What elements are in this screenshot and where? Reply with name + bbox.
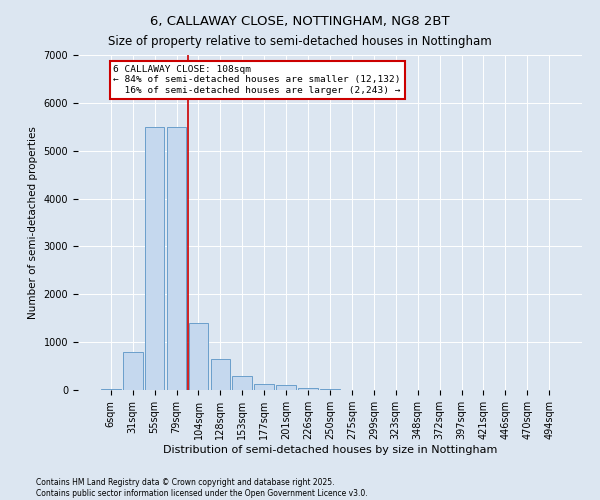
Bar bbox=[123, 352, 143, 390]
Text: Contains HM Land Registry data © Crown copyright and database right 2025.
Contai: Contains HM Land Registry data © Crown c… bbox=[36, 478, 368, 498]
Bar bbox=[101, 388, 121, 390]
Y-axis label: Number of semi-detached properties: Number of semi-detached properties bbox=[28, 126, 38, 319]
Bar bbox=[298, 388, 318, 390]
Bar bbox=[276, 385, 296, 390]
Bar bbox=[232, 376, 252, 390]
Bar bbox=[145, 127, 164, 390]
Text: 6 CALLAWAY CLOSE: 108sqm
← 84% of semi-detached houses are smaller (12,132)
  16: 6 CALLAWAY CLOSE: 108sqm ← 84% of semi-d… bbox=[113, 65, 401, 95]
Bar bbox=[211, 359, 230, 390]
Bar bbox=[320, 388, 340, 390]
X-axis label: Distribution of semi-detached houses by size in Nottingham: Distribution of semi-detached houses by … bbox=[163, 445, 497, 455]
Bar bbox=[167, 127, 187, 390]
Bar bbox=[188, 323, 208, 390]
Text: Size of property relative to semi-detached houses in Nottingham: Size of property relative to semi-detach… bbox=[108, 35, 492, 48]
Bar bbox=[254, 384, 274, 390]
Text: 6, CALLAWAY CLOSE, NOTTINGHAM, NG8 2BT: 6, CALLAWAY CLOSE, NOTTINGHAM, NG8 2BT bbox=[150, 15, 450, 28]
